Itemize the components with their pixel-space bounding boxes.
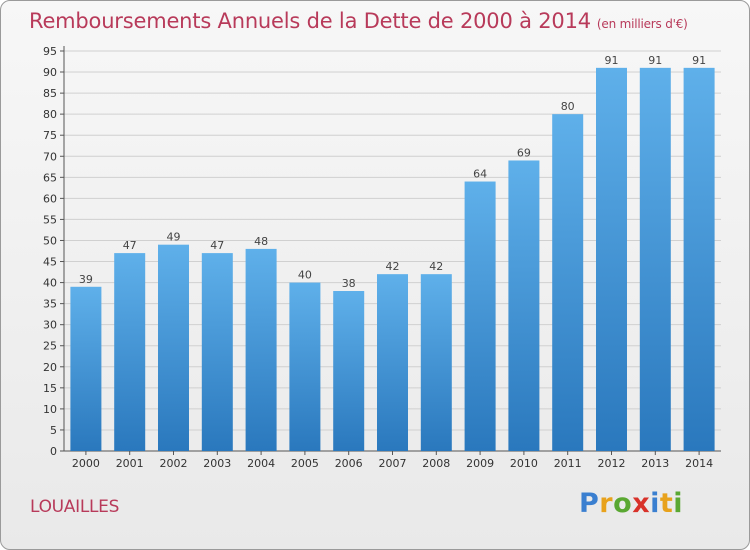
- y-tick-label: 80: [43, 108, 57, 121]
- y-tick-label: 95: [43, 45, 57, 58]
- y-tick-label: 85: [43, 87, 57, 100]
- logo-letter: i: [673, 488, 684, 519]
- bar-value-label: 91: [648, 54, 662, 67]
- bar: [333, 291, 365, 451]
- chart-subtitle: (en milliers d'€): [596, 17, 688, 31]
- y-tick-label: 15: [43, 382, 57, 395]
- bar: [70, 286, 102, 451]
- x-tick-label: 2013: [641, 457, 669, 470]
- x-tick-label: 2004: [247, 457, 275, 470]
- bar: [289, 282, 321, 451]
- logo-letter: o: [613, 488, 633, 519]
- x-tick-label: 2006: [335, 457, 363, 470]
- y-tick-label: 60: [43, 192, 57, 205]
- x-tick-label: 2002: [160, 457, 188, 470]
- y-tick-label: 0: [50, 445, 57, 458]
- bar: [596, 67, 627, 451]
- y-tick-label: 90: [43, 66, 57, 79]
- y-tick-label: 5: [50, 424, 57, 437]
- y-tick-label: 35: [43, 298, 57, 311]
- x-tick-label: 2010: [510, 457, 538, 470]
- bar-value-label: 39: [79, 273, 93, 286]
- logo-letter: i: [650, 488, 660, 519]
- x-tick-label: 2001: [116, 457, 144, 470]
- y-tick-label: 65: [43, 171, 57, 184]
- bar: [639, 67, 671, 451]
- bar: [245, 248, 277, 451]
- x-tick-label: 2008: [422, 457, 450, 470]
- y-tick-label: 10: [43, 403, 57, 416]
- logo-letter: t: [659, 488, 674, 519]
- x-tick-label: 2007: [379, 457, 407, 470]
- bar: [683, 67, 715, 451]
- bar-value-label: 38: [342, 277, 356, 290]
- bar: [201, 253, 233, 451]
- x-tick-label: 2009: [466, 457, 494, 470]
- commune-name: LOUAILLES: [30, 497, 120, 517]
- bar-value-label: 91: [605, 54, 619, 67]
- x-tick-label: 2000: [72, 457, 100, 470]
- bar-value-label: 91: [692, 54, 706, 67]
- bar: [158, 244, 189, 451]
- y-tick-label: 75: [43, 129, 57, 142]
- y-tick-label: 50: [43, 234, 57, 247]
- bar-value-label: 64: [473, 168, 487, 181]
- logo-letter: P: [579, 488, 600, 519]
- y-tick-label: 70: [43, 150, 57, 163]
- bar-value-label: 42: [386, 260, 400, 273]
- bar-value-label: 48: [254, 235, 268, 248]
- x-tick-label: 2005: [291, 457, 319, 470]
- y-tick-label: 55: [43, 213, 57, 226]
- chart-title: Remboursements Annuels de la Dette de 20…: [29, 9, 688, 33]
- y-tick-label: 45: [43, 256, 57, 269]
- x-tick-label: 2012: [598, 457, 626, 470]
- bar: [552, 114, 584, 451]
- bar-value-label: 40: [298, 269, 312, 282]
- logo-letter: r: [599, 488, 614, 519]
- x-tick-label: 2014: [685, 457, 713, 470]
- y-tick-label: 30: [43, 319, 57, 332]
- chart-title-text: Remboursements Annuels de la Dette de 20…: [29, 9, 591, 33]
- logo-letter: x: [632, 488, 651, 519]
- bar-value-label: 42: [429, 260, 443, 273]
- proxiti-logo: Proxiti: [579, 488, 683, 519]
- bar: [420, 274, 452, 451]
- x-tick-label: 2011: [554, 457, 582, 470]
- bar-value-label: 47: [210, 239, 224, 252]
- bar-value-label: 49: [167, 231, 181, 244]
- bar: [377, 274, 408, 451]
- y-tick-label: 40: [43, 277, 57, 290]
- bar: [114, 253, 146, 451]
- bar-value-label: 47: [123, 239, 137, 252]
- bar-value-label: 80: [561, 100, 575, 113]
- bar-value-label: 69: [517, 146, 531, 159]
- y-tick-label: 20: [43, 361, 57, 374]
- bar: [508, 160, 540, 451]
- y-tick-label: 25: [43, 340, 57, 353]
- bar: [464, 181, 496, 452]
- x-tick-label: 2003: [203, 457, 231, 470]
